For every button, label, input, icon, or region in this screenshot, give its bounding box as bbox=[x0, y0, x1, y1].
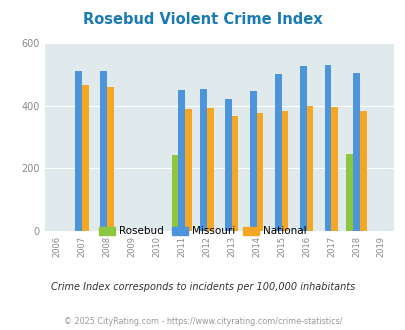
Bar bbox=[359, 111, 366, 231]
Bar bbox=[352, 73, 359, 231]
Bar bbox=[178, 90, 185, 231]
Bar bbox=[306, 106, 313, 231]
Bar bbox=[345, 153, 352, 231]
Text: Crime Index corresponds to incidents per 100,000 inhabitants: Crime Index corresponds to incidents per… bbox=[51, 282, 354, 292]
Bar bbox=[224, 99, 231, 231]
Bar bbox=[171, 155, 178, 231]
Bar bbox=[324, 65, 330, 231]
Bar bbox=[330, 107, 337, 231]
Bar bbox=[299, 66, 306, 231]
Bar bbox=[82, 84, 89, 231]
Text: Rosebud Violent Crime Index: Rosebud Violent Crime Index bbox=[83, 12, 322, 26]
Bar bbox=[256, 113, 263, 231]
Bar bbox=[75, 71, 82, 231]
Bar bbox=[200, 89, 206, 231]
Bar bbox=[206, 109, 213, 231]
Bar bbox=[281, 111, 288, 231]
Text: © 2025 CityRating.com - https://www.cityrating.com/crime-statistics/: © 2025 CityRating.com - https://www.city… bbox=[64, 317, 341, 326]
Bar bbox=[100, 71, 107, 231]
Bar bbox=[107, 87, 113, 231]
Bar bbox=[185, 109, 192, 231]
Bar bbox=[274, 74, 281, 231]
Bar bbox=[249, 90, 256, 231]
Bar bbox=[231, 115, 238, 231]
Legend: Rosebud, Missouri, National: Rosebud, Missouri, National bbox=[95, 222, 310, 241]
